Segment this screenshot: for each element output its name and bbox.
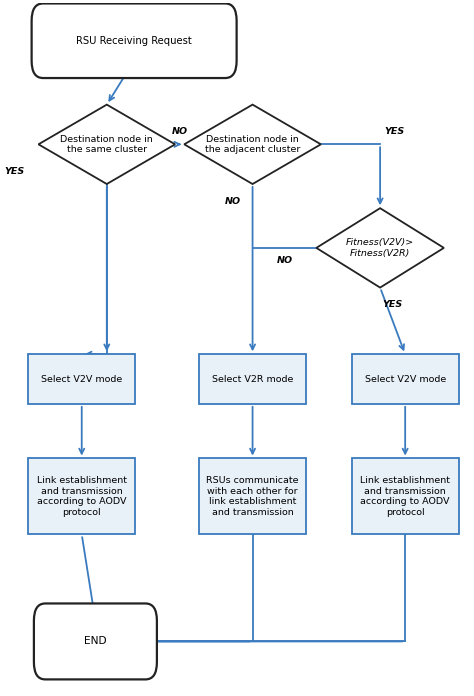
Text: Select V2R mode: Select V2R mode xyxy=(212,374,293,383)
Text: Destination node in
the same cluster: Destination node in the same cluster xyxy=(60,134,153,154)
FancyBboxPatch shape xyxy=(34,603,157,679)
Text: Destination node in
the adjacent cluster: Destination node in the adjacent cluster xyxy=(205,134,300,154)
Text: END: END xyxy=(84,636,107,647)
FancyBboxPatch shape xyxy=(199,354,306,404)
Polygon shape xyxy=(38,104,175,184)
Polygon shape xyxy=(184,104,321,184)
FancyBboxPatch shape xyxy=(352,354,459,404)
FancyBboxPatch shape xyxy=(28,459,135,535)
Text: RSUs communicate
with each other for
link establishment
and transmission: RSUs communicate with each other for lin… xyxy=(206,476,299,516)
Text: Select V2V mode: Select V2V mode xyxy=(41,374,122,383)
Text: YES: YES xyxy=(383,301,402,309)
Polygon shape xyxy=(316,208,444,287)
Text: NO: NO xyxy=(276,256,292,264)
Text: Link establishment
and transmission
according to AODV
protocol: Link establishment and transmission acco… xyxy=(360,476,450,516)
FancyBboxPatch shape xyxy=(352,459,459,535)
Text: YES: YES xyxy=(385,127,405,136)
Text: Fitness(V2V)>
Fitness(V2R): Fitness(V2V)> Fitness(V2R) xyxy=(346,238,414,258)
Text: NO: NO xyxy=(172,127,188,136)
Text: YES: YES xyxy=(5,168,25,177)
FancyBboxPatch shape xyxy=(28,354,135,404)
Text: RSU Receiving Request: RSU Receiving Request xyxy=(76,35,192,46)
FancyBboxPatch shape xyxy=(32,3,237,78)
Text: NO: NO xyxy=(225,197,241,206)
Text: Link establishment
and transmission
according to AODV
protocol: Link establishment and transmission acco… xyxy=(36,476,127,516)
FancyBboxPatch shape xyxy=(199,459,306,535)
Text: Select V2V mode: Select V2V mode xyxy=(365,374,446,383)
